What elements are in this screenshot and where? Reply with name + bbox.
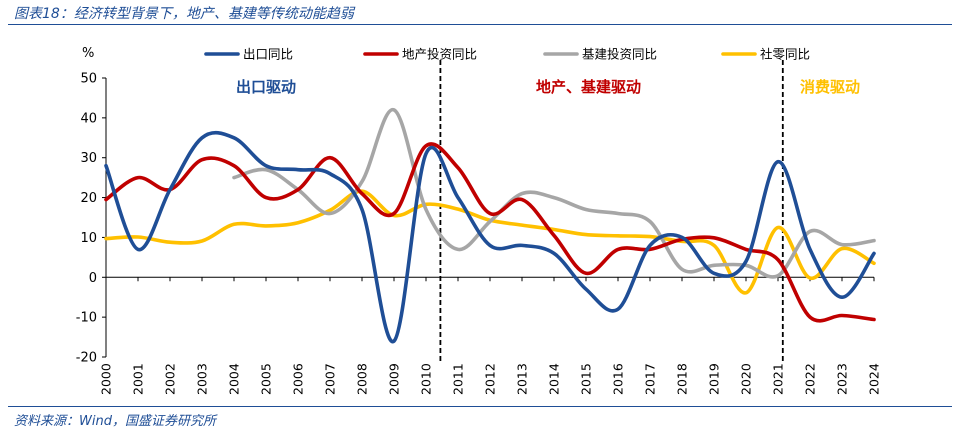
x-tick-label: 2017 <box>643 363 658 395</box>
x-tick-label: 2001 <box>131 363 146 395</box>
x-tick-label: 2005 <box>259 363 274 395</box>
x-tick-label: 2013 <box>515 363 530 395</box>
x-tick-label: 2012 <box>483 363 498 395</box>
x-tick-label: 2009 <box>387 363 402 395</box>
series-line-3 <box>232 108 876 279</box>
y-tick-label: 50 <box>80 72 97 87</box>
x-tick-label: 2000 <box>99 363 114 395</box>
title-rule <box>8 24 952 25</box>
series-line-2 <box>104 142 876 323</box>
x-tick-label: 2019 <box>707 363 722 395</box>
y-tick-label: 10 <box>80 231 97 246</box>
x-tick-label: 2015 <box>579 363 594 395</box>
legend-label: 社零同比 <box>760 47 810 62</box>
x-tick-label: 2010 <box>419 363 434 395</box>
x-tick-label: 2020 <box>739 363 754 395</box>
x-tick-label: 2003 <box>195 363 210 395</box>
x-tick-label: 2014 <box>547 363 562 395</box>
x-tick-label: 2016 <box>611 363 626 395</box>
period-annotation: 消费驱动 <box>800 78 860 96</box>
legend-label: 出口同比 <box>243 47 293 62</box>
series-line-1 <box>104 130 876 343</box>
series-line-4 <box>104 189 876 295</box>
figure-title: 图表18：经济转型背景下，地产、基建等传统动能趋弱 <box>14 6 354 22</box>
y-tick-label: -20 <box>76 351 97 366</box>
x-tick-label: 2024 <box>867 363 882 395</box>
y-tick-label: -10 <box>76 311 97 326</box>
legend-label: 基建投资同比 <box>582 47 657 62</box>
y-tick-label: 40 <box>80 111 97 126</box>
x-tick-label: 2011 <box>451 363 466 395</box>
x-tick-label: 2007 <box>323 363 338 395</box>
x-tick-label: 2004 <box>227 363 242 395</box>
x-tick-label: 2023 <box>835 363 850 395</box>
x-tick-label: 2008 <box>355 363 370 395</box>
period-annotation: 地产、基建驱动 <box>536 78 641 96</box>
x-tick-label: 2018 <box>675 363 690 395</box>
x-tick-label: 2006 <box>291 363 306 395</box>
x-tick-label: 2022 <box>803 363 818 395</box>
x-tick-label: 2021 <box>771 363 786 395</box>
source-rule <box>8 406 952 407</box>
y-tick-label: 0 <box>89 271 97 286</box>
y-axis-unit: % <box>82 46 94 61</box>
figure-source: 资料来源：Wind，国盛证券研究所 <box>14 414 216 429</box>
period-annotation: 出口驱动 <box>236 78 296 96</box>
y-tick-label: 20 <box>80 191 97 206</box>
x-tick-label: 2002 <box>163 363 178 395</box>
legend-label: 地产投资同比 <box>402 47 477 62</box>
y-tick-label: 30 <box>80 151 97 166</box>
